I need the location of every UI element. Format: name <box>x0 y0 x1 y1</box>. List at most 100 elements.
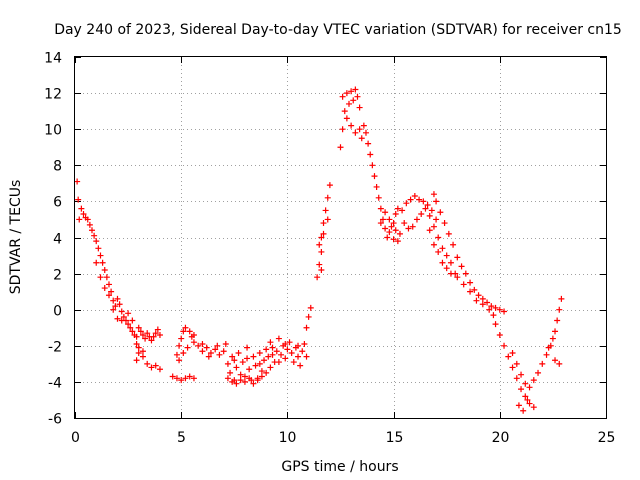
data-point <box>416 196 423 203</box>
chart-title: Day 240 of 2023, Sidereal Day-to-day VTE… <box>54 22 622 38</box>
data-point <box>324 216 331 223</box>
data-point <box>348 88 355 95</box>
data-point <box>108 288 115 295</box>
data-point <box>190 339 197 346</box>
data-point <box>229 378 236 385</box>
data-point <box>246 366 253 373</box>
data-point <box>409 223 416 230</box>
y-tick-label: 10 <box>44 123 62 139</box>
data-point <box>235 350 242 357</box>
data-point <box>76 216 83 223</box>
data-point <box>120 313 127 320</box>
data-point <box>324 194 331 201</box>
data-point <box>256 360 263 367</box>
data-point <box>413 216 420 223</box>
data-point <box>518 386 525 393</box>
data-point <box>473 297 480 304</box>
data-point <box>254 377 261 384</box>
data-point <box>135 324 142 331</box>
data-point <box>305 313 312 320</box>
data-point <box>326 182 333 189</box>
data-point <box>125 321 132 328</box>
data-point <box>430 241 437 248</box>
data-point <box>190 331 197 338</box>
data-point <box>539 360 546 367</box>
data-point <box>139 331 146 338</box>
data-point <box>80 211 87 218</box>
data-point <box>205 353 212 360</box>
data-point <box>375 194 382 201</box>
data-point <box>379 216 386 223</box>
data-point <box>362 129 369 136</box>
data-point <box>99 259 106 266</box>
data-point <box>558 295 565 302</box>
data-point <box>250 380 257 387</box>
data-point <box>522 393 529 400</box>
data-point <box>373 183 380 190</box>
data-point <box>263 369 270 376</box>
x-tick-label: 0 <box>71 430 80 446</box>
grid-layer <box>75 57 606 418</box>
data-point <box>371 173 378 180</box>
data-point <box>127 324 134 331</box>
data-point <box>224 375 231 382</box>
data-point <box>86 221 93 228</box>
data-point <box>443 252 450 259</box>
data-point <box>549 335 556 342</box>
data-point <box>116 301 123 308</box>
data-point <box>282 340 289 347</box>
data-point <box>241 378 248 385</box>
data-point <box>535 369 542 376</box>
data-point <box>318 248 325 255</box>
data-point <box>554 317 561 324</box>
data-point <box>426 227 433 234</box>
data-point <box>460 281 467 288</box>
data-point <box>377 220 384 227</box>
data-point <box>297 362 304 369</box>
data-point <box>173 351 180 358</box>
data-point <box>552 357 559 364</box>
data-point <box>180 350 187 357</box>
data-point <box>303 324 310 331</box>
data-point <box>307 304 314 311</box>
data-point <box>530 377 537 384</box>
x-tick-label: 10 <box>279 430 297 446</box>
data-point <box>488 303 495 310</box>
data-point <box>284 346 291 353</box>
data-points <box>74 86 565 414</box>
data-point <box>190 375 197 382</box>
data-point <box>154 326 161 333</box>
data-point <box>101 266 108 273</box>
data-point <box>275 335 282 342</box>
data-point <box>133 340 140 347</box>
data-point <box>424 202 431 209</box>
data-point <box>137 328 144 335</box>
data-point <box>173 375 180 382</box>
y-tick-label: 2 <box>53 268 62 284</box>
data-point <box>220 348 227 355</box>
y-tick-label: -2 <box>48 340 62 356</box>
data-point <box>337 144 344 151</box>
data-point <box>356 104 363 111</box>
data-point <box>447 259 454 266</box>
data-point <box>74 178 81 185</box>
data-point <box>125 310 132 317</box>
data-point <box>252 362 259 369</box>
data-point <box>350 97 357 104</box>
plot-frame <box>74 56 607 419</box>
data-point <box>186 328 193 335</box>
data-point <box>320 220 327 227</box>
data-point <box>384 234 391 241</box>
data-point <box>233 380 240 387</box>
data-point <box>97 252 104 259</box>
data-point <box>433 198 440 205</box>
data-point <box>339 126 346 133</box>
data-point <box>343 115 350 122</box>
y-tick-label: 0 <box>53 304 62 320</box>
data-point <box>471 286 478 293</box>
data-point <box>101 285 108 292</box>
y-tick-label: 6 <box>53 195 62 211</box>
data-point <box>288 350 295 357</box>
data-point <box>552 328 559 335</box>
data-point <box>405 225 412 232</box>
